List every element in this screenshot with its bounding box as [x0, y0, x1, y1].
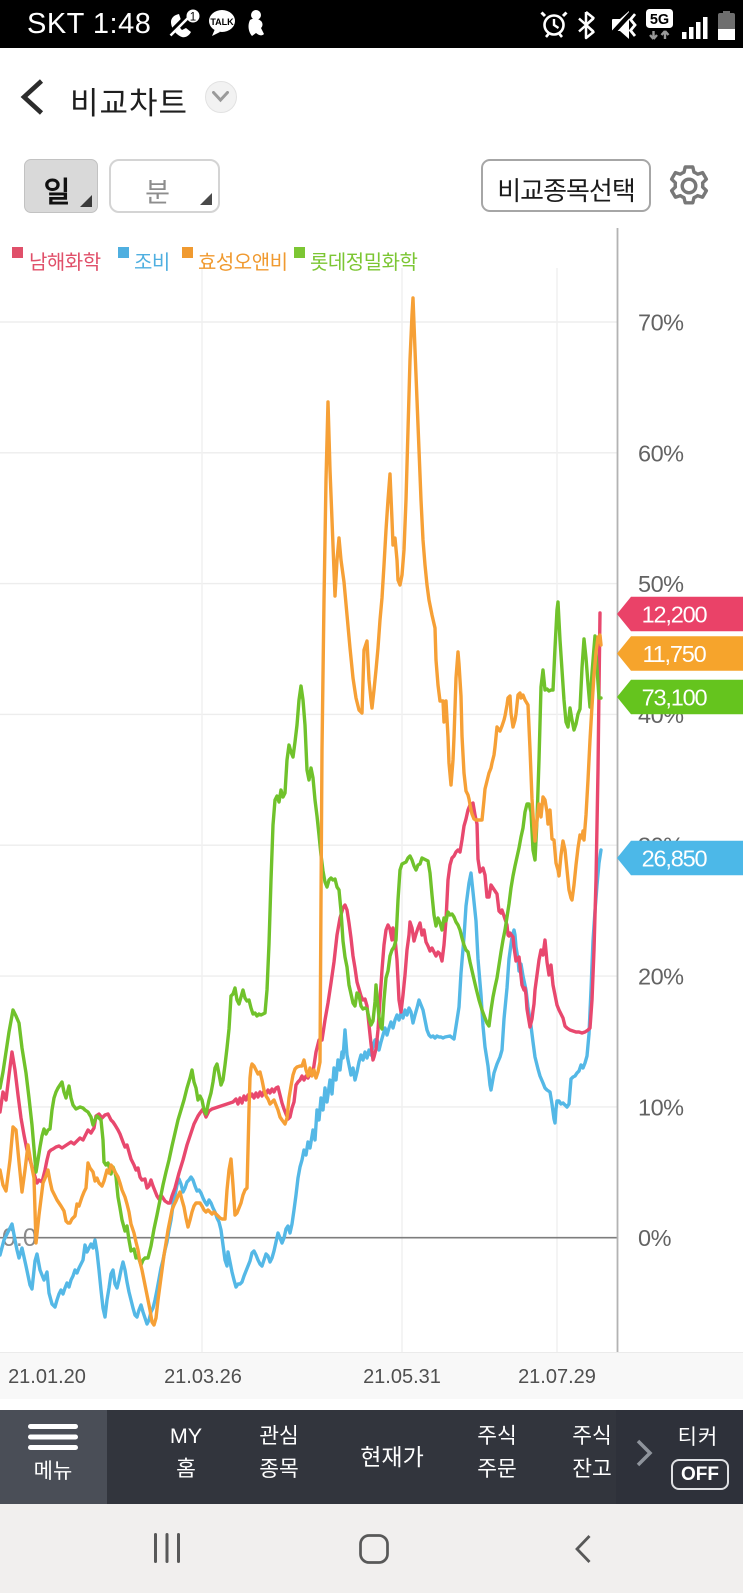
svg-text:11,750: 11,750 — [643, 641, 707, 667]
svg-text:73,100: 73,100 — [642, 685, 708, 711]
svg-text:0%: 0% — [638, 1225, 672, 1251]
svg-text:20%: 20% — [638, 964, 684, 990]
svg-text:1: 1 — [190, 12, 196, 24]
svg-text:50%: 50% — [638, 571, 684, 597]
svg-text:TALK: TALK — [210, 17, 234, 27]
svg-text:12,200: 12,200 — [642, 602, 708, 628]
svg-text:60%: 60% — [638, 440, 684, 466]
svg-text:5G: 5G — [650, 12, 669, 28]
svg-text:10%: 10% — [638, 1094, 684, 1120]
svg-text:70%: 70% — [638, 310, 684, 336]
svg-text:26,850: 26,850 — [642, 846, 708, 872]
svg-text:0.0: 0.0 — [2, 1224, 37, 1252]
